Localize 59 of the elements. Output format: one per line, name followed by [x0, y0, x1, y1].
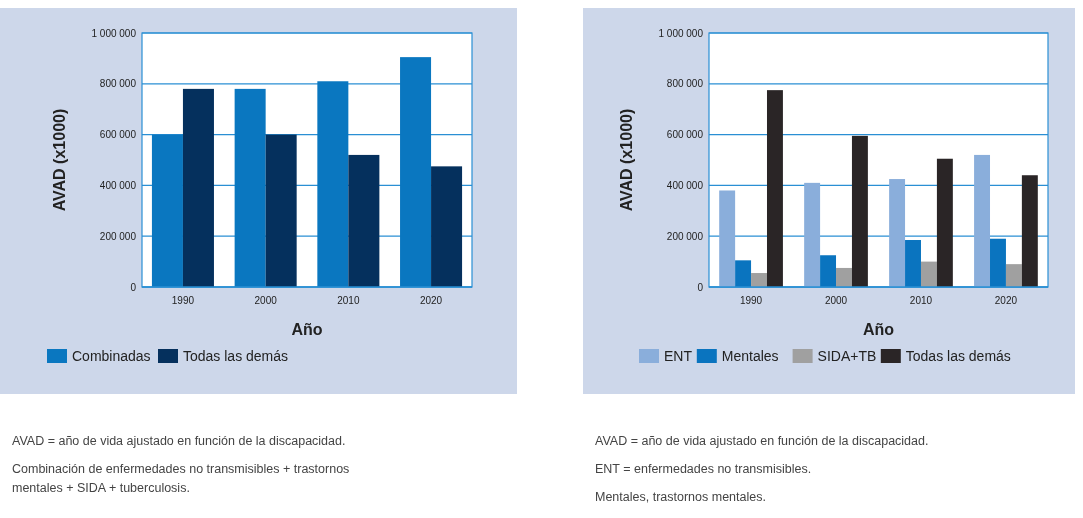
text: AVAD = año de vida ajustado en función de la discapacidad. — [595, 434, 929, 448]
legend-label: Todas las demás — [183, 348, 289, 364]
y-tick-label: 600 000 — [666, 129, 704, 141]
y-tick-label: 0 — [130, 281, 137, 293]
y-tick-label: 200 000 — [666, 230, 704, 242]
legend-label: Todas las demás — [905, 348, 1011, 364]
legend-label: ENT — [664, 348, 693, 364]
x-tick-label: 2000 — [254, 295, 278, 306]
y-tick-label: 600 000 — [99, 129, 137, 141]
bar — [348, 154, 380, 287]
bar — [804, 182, 821, 287]
bar — [317, 81, 349, 287]
y-tick-label: 1 000 000 — [91, 27, 137, 39]
bar — [936, 158, 953, 287]
bar — [990, 238, 1006, 287]
y-axis-title: AVAD (x1000) — [51, 108, 68, 212]
y-tick-label: 200 000 — [99, 230, 137, 242]
bar — [766, 90, 783, 287]
y-tick-label: 800 000 — [666, 78, 704, 90]
bar — [265, 134, 297, 287]
bar — [889, 179, 906, 287]
x-tick-label: 1990 — [171, 295, 195, 306]
y-axis-title: AVAD (x1000) — [618, 108, 635, 212]
x-tick-label: 2000 — [824, 295, 848, 306]
bar — [920, 261, 937, 287]
bar — [820, 255, 837, 287]
y-tick-label: 400 000 — [666, 179, 704, 191]
legend-label: Combinadas — [72, 348, 151, 364]
bar — [182, 88, 214, 287]
text: AVAD = año de vida ajustado en función de la discapacidad. — [12, 434, 346, 448]
text: Mentales, trastornos mentales. — [595, 490, 766, 504]
x-tick-label: 2020 — [419, 295, 443, 306]
bar — [735, 260, 752, 287]
legend-label: SIDA+TB — [817, 348, 877, 364]
bar — [1005, 264, 1022, 287]
bar — [1021, 175, 1038, 287]
bar — [905, 240, 921, 287]
bar — [151, 134, 183, 287]
x-tick-label: 2020 — [994, 295, 1018, 306]
x-axis-title: Año — [291, 321, 323, 338]
bar — [234, 88, 266, 287]
x-tick-label: 2010 — [337, 295, 360, 306]
x-axis-title: Año — [862, 321, 895, 338]
bar — [400, 57, 432, 287]
bar — [751, 273, 767, 287]
y-tick-label: 800 000 — [99, 78, 137, 90]
bar — [719, 190, 736, 287]
y-tick-label: 400 000 — [99, 179, 137, 191]
legend-label: Mentales — [721, 348, 779, 364]
y-tick-label: 1 000 000 — [658, 27, 704, 39]
bar — [836, 267, 852, 287]
bar — [431, 166, 463, 287]
y-tick-label: 0 — [697, 281, 704, 293]
text: ENT = enfermedades no transmisibles. — [595, 462, 812, 476]
x-tick-label: 2010 — [909, 295, 933, 306]
x-tick-label: 1990 — [739, 295, 763, 306]
bar — [851, 135, 868, 287]
bar — [974, 154, 991, 287]
text: Combinación de enfermedades no transmisibles + trastornos mentales + SIDA + tuberculosis. — [12, 462, 350, 495]
